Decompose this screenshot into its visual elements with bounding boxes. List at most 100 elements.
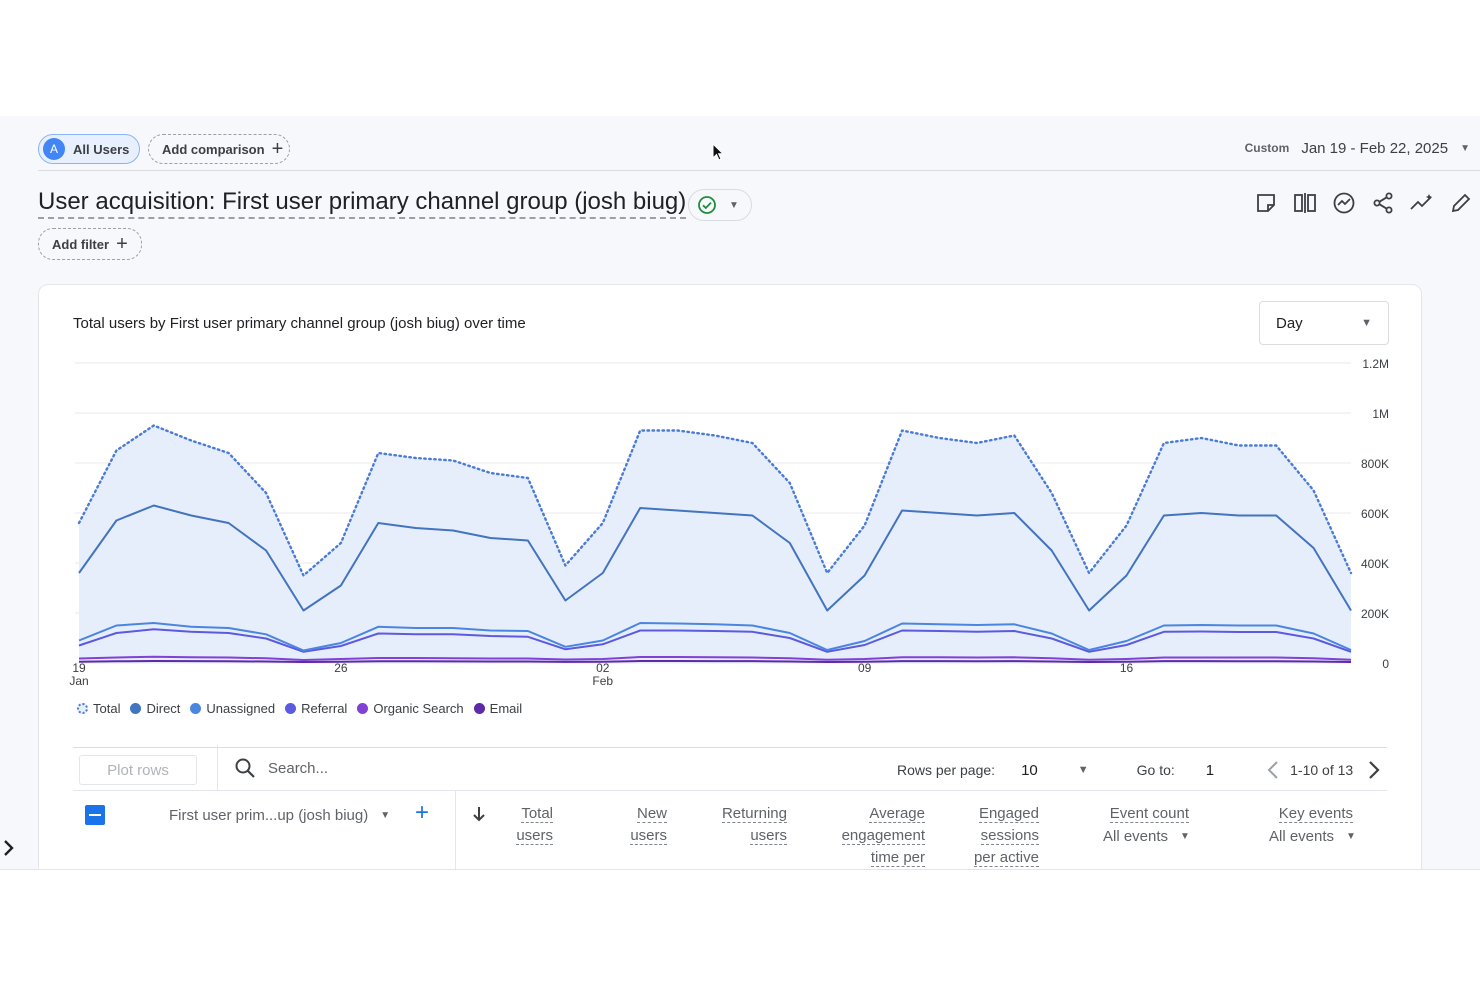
series-line-email bbox=[78, 660, 1352, 663]
y-tick-label: 200K bbox=[1361, 607, 1389, 621]
search-icon bbox=[235, 758, 255, 778]
goto-input[interactable]: 1 bbox=[1205, 761, 1215, 779]
legend-label: Email bbox=[489, 701, 523, 716]
trend-icon[interactable] bbox=[1402, 190, 1441, 216]
dimension-label: First user prim...up (josh biug) bbox=[169, 807, 369, 824]
search-input[interactable] bbox=[268, 759, 568, 777]
divider bbox=[455, 791, 456, 869]
goto-label: Go to: bbox=[1136, 762, 1175, 778]
chevron-down-icon: ▼ bbox=[729, 199, 739, 211]
plus-icon: + bbox=[271, 138, 284, 160]
table-pagination: Rows per page: 10 ▼ Go to: 1 1-10 of 13 bbox=[897, 758, 1381, 782]
column-engaged-sessions[interactable]: Engaged sessions per active bbox=[973, 805, 1039, 867]
plus-icon: + bbox=[116, 233, 128, 255]
x-tick-label: 19 bbox=[72, 661, 86, 675]
add-comparison-button[interactable]: Add comparison + bbox=[148, 134, 290, 164]
chevron-down-icon: ▼ bbox=[1460, 142, 1470, 154]
chevron-right-icon[interactable] bbox=[1367, 760, 1381, 780]
x-tick-label: 02 bbox=[596, 661, 610, 675]
event-count-filter[interactable]: All events ▼ bbox=[1103, 828, 1190, 845]
compare-icon[interactable] bbox=[1285, 190, 1324, 216]
legend-swatch bbox=[77, 703, 88, 714]
segment-label: All Users bbox=[73, 141, 130, 157]
share-icon[interactable] bbox=[1363, 190, 1402, 216]
column-new-users[interactable]: New users bbox=[630, 805, 667, 845]
chevron-down-icon: ▼ bbox=[380, 810, 391, 821]
edit-icon[interactable] bbox=[1441, 190, 1480, 216]
chevron-left-icon[interactable] bbox=[1266, 760, 1280, 780]
table-search bbox=[217, 745, 737, 791]
check-circle-icon bbox=[698, 196, 716, 214]
select-all-checkbox[interactable] bbox=[85, 805, 105, 825]
legend-item-total[interactable]: Total bbox=[77, 701, 120, 716]
date-range-type: Custom bbox=[1244, 141, 1290, 155]
column-average-engagement-time[interactable]: Average engagement time per bbox=[841, 805, 925, 867]
mouse-cursor-icon bbox=[712, 143, 725, 161]
key-events-filter[interactable]: All events ▼ bbox=[1269, 828, 1356, 845]
report-status-menu[interactable]: ▼ bbox=[688, 189, 752, 221]
legend-label: Total bbox=[93, 701, 121, 716]
segment-chip-all-users[interactable]: A All Users bbox=[38, 134, 140, 164]
legend-item-organic-search[interactable]: Organic Search bbox=[357, 701, 464, 716]
column-event-count[interactable]: Event count bbox=[1109, 805, 1189, 823]
chart-legend: Total Direct Unassigned Referral Organic Sea… bbox=[77, 701, 532, 716]
legend-label: Organic Search bbox=[373, 701, 464, 716]
legend-item-referral[interactable]: Referral bbox=[285, 701, 347, 716]
y-tick-label: 1M bbox=[1372, 407, 1389, 421]
report-toolbar bbox=[1246, 190, 1480, 216]
date-range-picker[interactable]: Custom Jan 19 - Feb 22, 2025 ▼ bbox=[1245, 136, 1470, 160]
series-line-unassigned bbox=[78, 622, 1352, 652]
add-filter-label: Add filter bbox=[52, 236, 110, 252]
expand-panel-icon[interactable] bbox=[0, 836, 20, 860]
x-tick-month-label: Feb bbox=[592, 674, 613, 688]
series-line-organic-search bbox=[78, 655, 1352, 661]
rows-per-page-label: Rows per page: bbox=[897, 762, 996, 778]
legend-label: Unassigned bbox=[206, 701, 276, 716]
add-dimension-button[interactable]: + bbox=[415, 799, 430, 826]
divider bbox=[73, 790, 1387, 791]
x-tick-label: 26 bbox=[334, 661, 348, 675]
chart-title: Total users by First user primary channe… bbox=[73, 315, 526, 332]
divider bbox=[73, 747, 1387, 748]
column-key-events[interactable]: Key events bbox=[1278, 805, 1353, 823]
total-area bbox=[79, 425, 1351, 663]
add-comparison-label: Add comparison bbox=[162, 141, 265, 157]
y-tick-label: 1.2M bbox=[1362, 357, 1389, 371]
chevron-down-icon: ▼ bbox=[1180, 831, 1190, 842]
sort-descending-icon[interactable] bbox=[471, 805, 487, 823]
date-range-value: Jan 19 - Feb 22, 2025 bbox=[1301, 139, 1449, 157]
segment-avatar: A bbox=[43, 138, 65, 160]
page-title[interactable]: User acquisition: First user primary cha… bbox=[38, 188, 687, 219]
legend-swatch bbox=[190, 703, 202, 714]
divider bbox=[38, 170, 1480, 171]
plot-rows-button[interactable]: Plot rows bbox=[79, 755, 197, 785]
chevron-down-icon: ▼ bbox=[1361, 317, 1372, 329]
legend-item-email[interactable]: Email bbox=[473, 701, 523, 716]
granularity-select[interactable]: Day ▼ bbox=[1259, 301, 1389, 345]
x-tick-label: 09 bbox=[858, 661, 872, 675]
x-tick-label: 16 bbox=[1120, 661, 1134, 675]
rows-per-page-value[interactable]: 10 bbox=[1021, 761, 1038, 779]
chevron-down-icon: ▼ bbox=[1346, 831, 1356, 842]
series-line-referral bbox=[78, 628, 1352, 653]
legend-item-unassigned[interactable]: Unassigned bbox=[190, 701, 275, 716]
dimension-select[interactable]: First user prim...up (josh biug) ▼ bbox=[169, 807, 390, 824]
add-filter-button[interactable]: Add filter + bbox=[38, 228, 142, 260]
report-view: A All Users Add comparison + Custom Jan … bbox=[0, 116, 1480, 870]
column-returning-users[interactable]: Returning users bbox=[721, 805, 787, 845]
series-line-total bbox=[77, 424, 1353, 577]
y-tick-label: 400K bbox=[1361, 557, 1389, 571]
customize-report-icon[interactable] bbox=[1246, 190, 1285, 216]
column-total-users[interactable]: Total users bbox=[516, 805, 553, 845]
legend-swatch bbox=[473, 703, 485, 714]
y-tick-label: 0 bbox=[1382, 657, 1389, 671]
series-line-direct bbox=[78, 504, 1352, 612]
insights-icon[interactable] bbox=[1324, 190, 1363, 216]
chevron-down-icon[interactable]: ▼ bbox=[1077, 764, 1089, 776]
y-tick-label: 800K bbox=[1361, 457, 1389, 471]
page-range: 1-10 of 13 bbox=[1290, 762, 1354, 778]
y-tick-label: 600K bbox=[1361, 507, 1389, 521]
legend-swatch bbox=[357, 703, 369, 714]
legend-item-direct[interactable]: Direct bbox=[130, 701, 180, 716]
